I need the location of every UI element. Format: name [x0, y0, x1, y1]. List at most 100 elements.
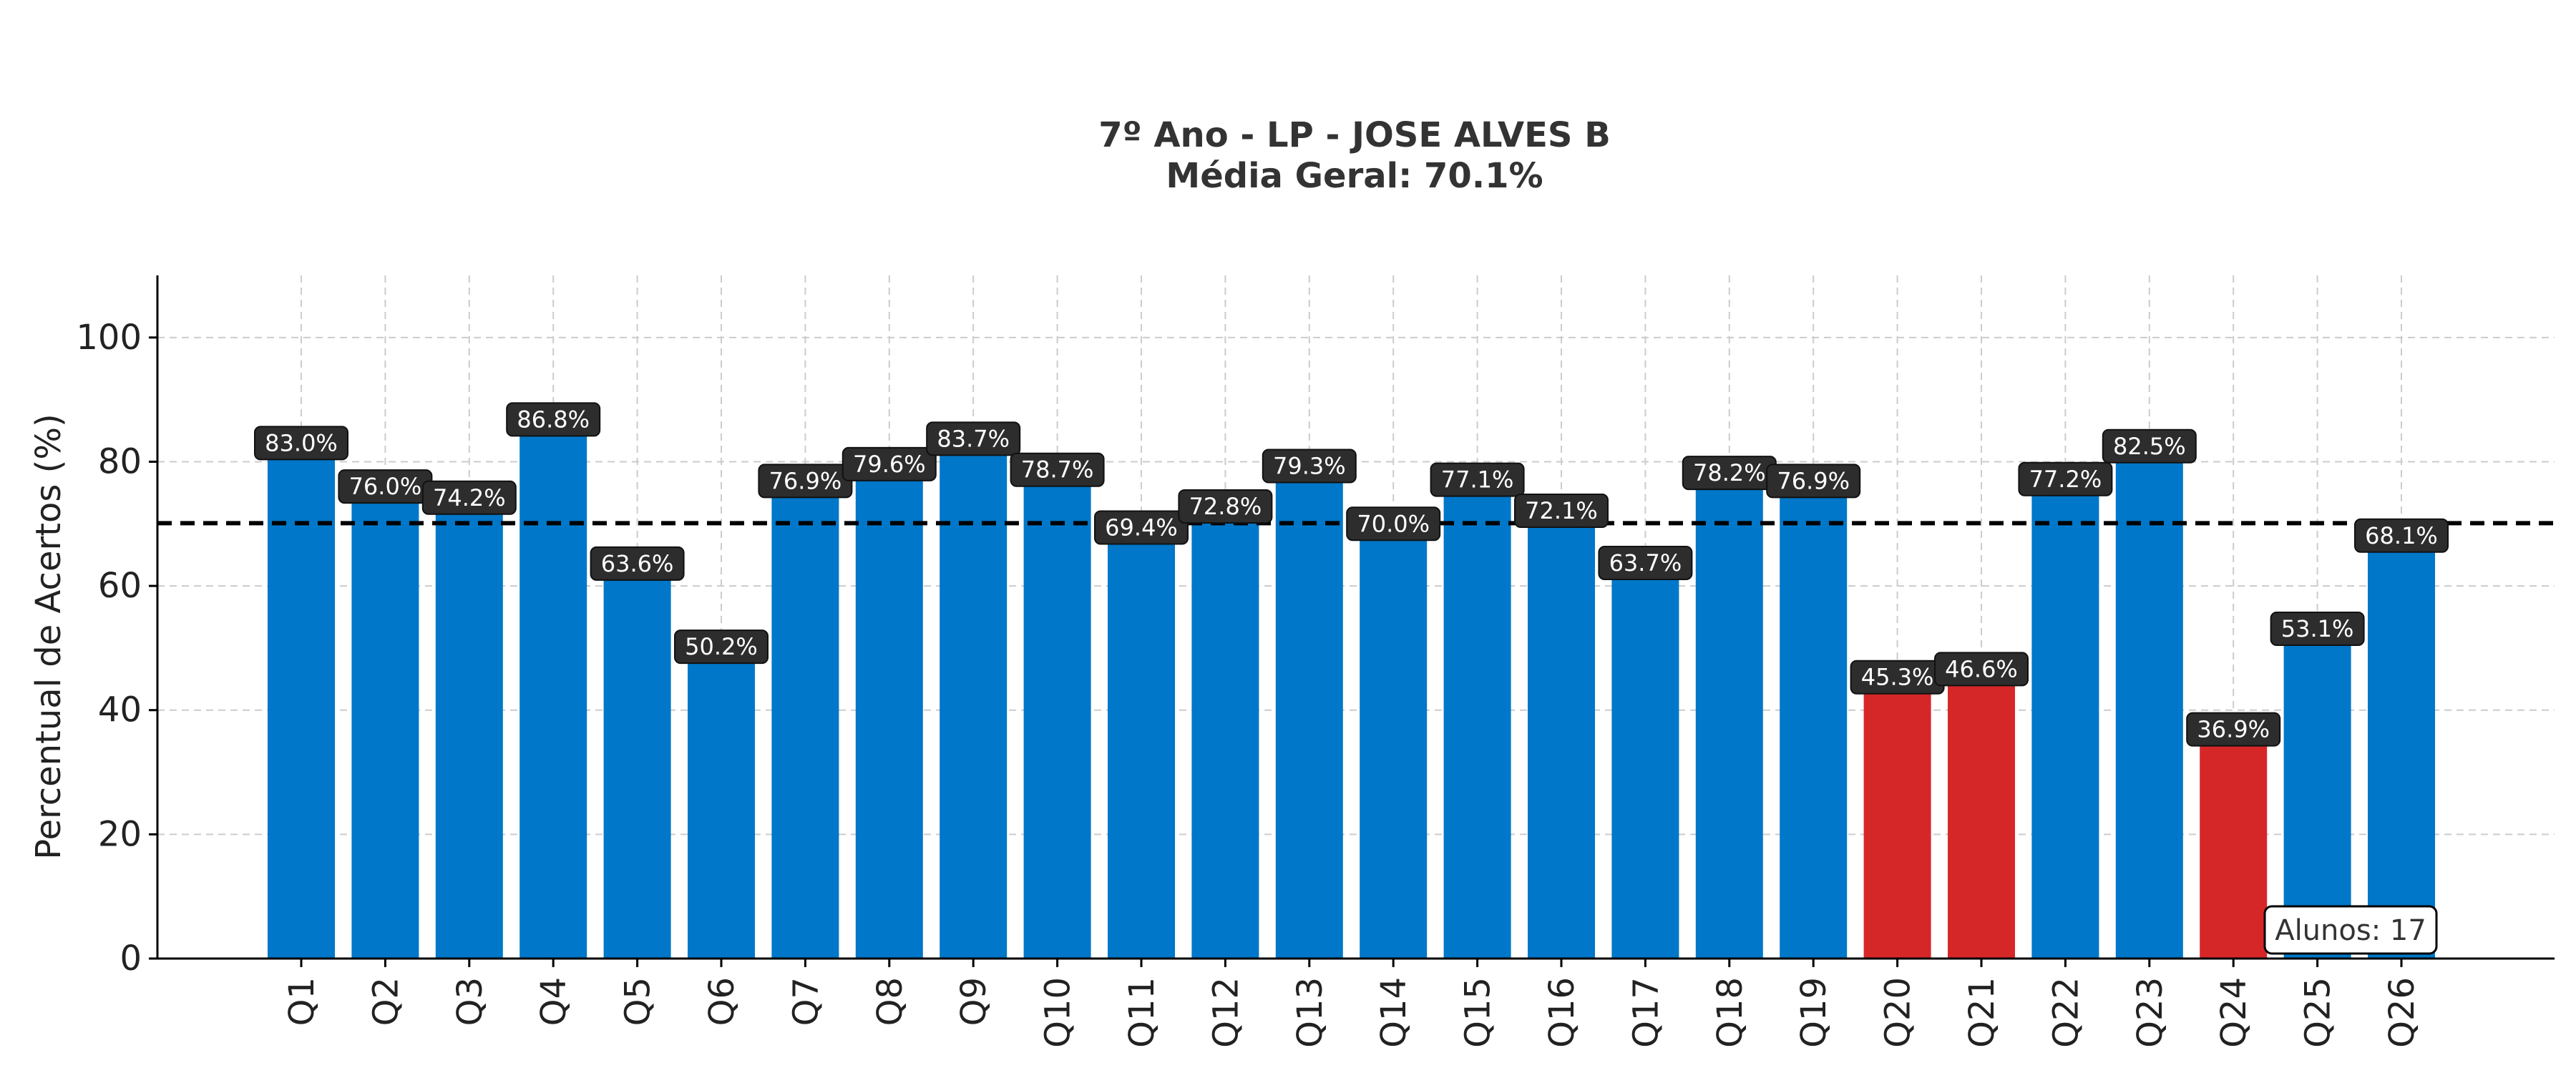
data-label: 45.3% [1861, 664, 1934, 691]
bars [268, 419, 2435, 959]
x-tick-label: Q8 [870, 977, 910, 1026]
data-label: 79.3% [1273, 453, 1346, 480]
bar-q5 [603, 563, 671, 959]
data-label-box [254, 426, 348, 461]
data-label-box [1262, 449, 1357, 484]
bar-q11 [1108, 527, 1175, 959]
chart-title-line1: 7º Ano - LP - JOSE ALVES B [1098, 115, 1611, 155]
x-tick-label: Q25 [2298, 977, 2338, 1048]
data-label-box [2102, 428, 2197, 464]
y-tick-label: 60 [98, 566, 142, 606]
data-label: 82.5% [2113, 433, 2186, 460]
bar-q13 [1275, 466, 1343, 959]
bar-q26 [2368, 535, 2435, 959]
bar-q25 [2283, 628, 2351, 959]
data-label-box [1934, 652, 2029, 687]
data-label: 50.2% [685, 633, 758, 660]
students-count-text: Alunos: 17 [2275, 914, 2426, 947]
bar-q3 [435, 497, 503, 959]
data-label: 76.0% [349, 473, 422, 500]
bar-q15 [1443, 479, 1511, 959]
data-label-box [421, 480, 517, 515]
data-label-box [1094, 510, 1189, 545]
bar-q22 [2031, 479, 2099, 959]
data-label: 76.9% [769, 467, 842, 494]
data-label-box [1598, 545, 1693, 580]
bar-q14 [1360, 524, 1428, 959]
y-tick-label: 0 [119, 939, 142, 979]
data-label: 70.0% [1357, 510, 1430, 537]
data-label-box [1010, 452, 1105, 487]
data-label: 86.8% [517, 406, 590, 433]
data-label-box [2354, 518, 2449, 553]
data-label: 63.7% [1609, 549, 1682, 577]
x-tick-label: Q4 [534, 977, 574, 1026]
x-tick-label: Q19 [1794, 977, 1834, 1048]
x-tick-label: Q5 [618, 977, 658, 1026]
data-label-box [590, 546, 685, 581]
data-label: 77.1% [1441, 466, 1514, 494]
y-axis-label: Percentual de Acertos (%) [29, 413, 69, 859]
data-label: 83.7% [937, 425, 1010, 452]
x-tick-label: Q14 [1374, 977, 1414, 1048]
bar-q20 [1863, 677, 1931, 959]
chart-title-line2: Média Geral: 70.1% [1166, 156, 1543, 196]
data-label-box [1430, 462, 1525, 497]
x-tick-label: Q22 [2046, 977, 2086, 1048]
y-tick-label: 40 [98, 690, 142, 730]
x-tick-label: Q6 [702, 977, 742, 1026]
x-tick-label: Q23 [2130, 977, 2170, 1048]
data-label: 36.9% [2197, 716, 2270, 743]
bar-q1 [268, 443, 335, 959]
bar-q19 [1780, 481, 1848, 959]
bar-q10 [1023, 469, 1091, 959]
data-label: 53.1% [2281, 615, 2354, 642]
y-tick-label: 20 [98, 814, 142, 854]
data-label-box [1514, 494, 1609, 529]
data-label-box [1178, 489, 1273, 524]
data-label: 78.7% [1021, 456, 1094, 484]
data-labels: 83.0% 76.0% 74.2% 86.8% 63.6% 50.2% 76.9% 79.6%… [254, 402, 2449, 747]
bar-q21 [1948, 669, 2015, 959]
x-tick-label: Q24 [2214, 977, 2254, 1048]
grid [157, 275, 2555, 959]
annotation-group: Alunos: 17 [2263, 905, 2438, 955]
data-label: 77.2% [2029, 466, 2102, 493]
bar-q9 [940, 438, 1008, 959]
data-label-box [2186, 712, 2281, 747]
data-label-box [506, 402, 601, 437]
bar-q23 [2115, 446, 2183, 959]
bar-q16 [1528, 511, 1595, 959]
bar-q7 [771, 481, 839, 959]
data-label-box [1346, 506, 1441, 542]
data-label: 76.9% [1777, 467, 1850, 494]
x-tick-label: Q21 [1962, 977, 2002, 1048]
x-tick-label: Q10 [1038, 977, 1078, 1048]
data-label-box [2018, 461, 2113, 496]
data-label: 46.6% [1945, 655, 2018, 682]
bar-q2 [351, 486, 419, 959]
x-tick-label: Q2 [366, 977, 406, 1026]
data-label: 72.1% [1525, 497, 1598, 524]
data-label-box [1766, 464, 1861, 499]
x-tick-label: Q26 [2382, 977, 2422, 1048]
bar-q17 [1611, 562, 1679, 959]
data-label: 74.2% [433, 484, 506, 511]
bar-q8 [855, 464, 923, 959]
x-tick-label: Q16 [1542, 977, 1582, 1048]
data-label-box [674, 629, 769, 665]
data-label-box [2270, 611, 2365, 646]
x-tick-label: Q1 [282, 977, 322, 1026]
axes [156, 275, 2555, 960]
x-tick-label: Q15 [1458, 977, 1498, 1048]
bar-q6 [688, 647, 755, 959]
x-tick-label: Q13 [1290, 977, 1330, 1048]
bar-q12 [1191, 506, 1259, 959]
data-label: 83.0% [265, 429, 338, 456]
ticks: 0 20 40 60 80 100 Q1 Q2 Q3 Q4 Q5 Q6 Q7 Q8 Q9 Q10 Q11 Q12 Q… [76, 318, 2422, 1048]
x-tick-label: Q20 [1878, 977, 1918, 1048]
bar-q24 [2200, 729, 2268, 959]
x-tick-label: Q12 [1206, 977, 1246, 1048]
x-tick-label: Q9 [954, 977, 994, 1026]
